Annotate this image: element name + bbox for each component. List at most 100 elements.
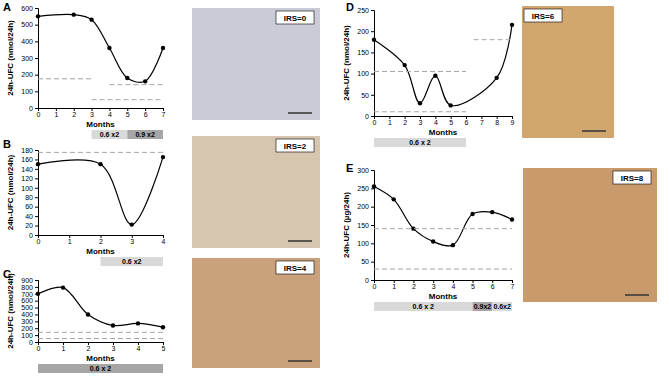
data-point <box>418 101 422 105</box>
y-tick-mark <box>35 169 38 170</box>
x-tick: 5 <box>162 342 166 352</box>
y-tick-mark <box>371 31 374 32</box>
x-tick-label: 6 <box>465 119 469 126</box>
data-point <box>143 79 147 83</box>
y-axis: 020406080100120140160180 <box>21 147 38 239</box>
x-tick-label: 3 <box>130 238 134 245</box>
y-tick: 20 <box>25 222 38 229</box>
x-tick: 5 <box>471 280 475 290</box>
y-tick-label: 600 <box>21 5 33 12</box>
y-tick: 300 <box>21 318 38 325</box>
y-axis-title: 24h-UFC (µg/24h) <box>342 192 351 258</box>
y-tick-mark <box>35 226 38 227</box>
y-tick-label: 180 <box>21 147 33 154</box>
x-tick: 7 <box>480 116 484 126</box>
series-line <box>374 25 512 106</box>
data-point <box>510 217 514 221</box>
x-tick-label: 1 <box>62 345 66 352</box>
y-tick-mark <box>35 342 38 343</box>
y-tick: 700 <box>21 291 38 298</box>
y-tick-mark <box>35 335 38 336</box>
reference-line <box>92 99 163 100</box>
y-tick: 100 <box>357 240 374 247</box>
scale-bar <box>625 294 649 296</box>
x-tick: 6 <box>465 116 469 126</box>
x-tick-label: 1 <box>68 238 72 245</box>
histology-image <box>523 168 657 302</box>
series-line <box>374 187 512 247</box>
y-tick-label: 700 <box>21 291 33 298</box>
x-tick: 3 <box>432 280 436 290</box>
y-tick-label: 20 <box>25 222 33 229</box>
data-point <box>451 243 455 247</box>
x-tick-label: 5 <box>449 119 453 126</box>
data-point <box>61 285 65 289</box>
y-tick-mark <box>35 197 38 198</box>
y-tick-mark <box>35 321 38 322</box>
y-axis: 0100200300400500600700800900 <box>21 277 38 346</box>
y-tick-label: 500 <box>21 304 33 311</box>
y-tick-label: 100 <box>357 240 369 247</box>
treatment-label: 0.6 x2 <box>100 131 120 138</box>
data-point <box>490 210 494 214</box>
y-tick-mark <box>35 178 38 179</box>
data-point <box>161 46 165 50</box>
annotation: IRS=6 <box>532 12 555 21</box>
panel: B0204060801001201401601800123424h-UFC (n… <box>3 136 320 266</box>
x-tick-label: 0 <box>373 283 377 290</box>
x-tick: 0 <box>37 342 41 352</box>
y-axis-title: 24h-UFC (nmol/24h) <box>6 154 15 230</box>
treatment-label: 0.6x2 <box>493 303 511 310</box>
data-point <box>130 222 134 226</box>
y-tick: 150 <box>357 49 374 56</box>
x-tick-label: 4 <box>434 119 438 126</box>
y-tick-label: 300 <box>357 167 369 174</box>
x-tick: 4 <box>451 280 455 290</box>
x-tick: 5 <box>126 108 130 118</box>
data-point <box>89 17 93 21</box>
x-tick-label: 5 <box>162 345 166 352</box>
x-axis-title: Months <box>86 120 115 129</box>
x-tick: 4 <box>434 116 438 126</box>
annotation: IRS=2 <box>284 142 307 151</box>
y-tick: 500 <box>21 304 38 311</box>
x-tick-label: 3 <box>90 111 94 118</box>
data-point <box>510 23 514 27</box>
reference-line <box>38 332 163 333</box>
annotation-box <box>276 139 314 152</box>
y-tick-mark <box>35 287 38 288</box>
y-tick-mark <box>35 314 38 315</box>
plot-area <box>36 152 165 226</box>
x-tick-label: 0 <box>37 111 41 118</box>
reference-line <box>374 111 466 112</box>
y-tick: 200 <box>357 28 374 35</box>
y-tick: 600 <box>21 297 38 304</box>
x-tick: 3 <box>90 108 94 118</box>
scale-bar <box>288 240 312 242</box>
x-tick-label: 5 <box>126 111 130 118</box>
treatment-bar <box>492 302 512 311</box>
treatment-bar <box>92 130 128 139</box>
x-tick: 2 <box>403 116 407 126</box>
plot-area <box>36 285 165 338</box>
x-axis: 012345 <box>37 342 166 352</box>
x-tick: 3 <box>130 235 134 245</box>
data-point <box>372 184 376 188</box>
x-tick: 6 <box>144 108 148 118</box>
y-tick-mark <box>35 216 38 217</box>
y-tick-mark <box>371 243 374 244</box>
x-tick-label: 6 <box>491 283 495 290</box>
y-tick-label: 250 <box>357 7 369 14</box>
x-tick: 5 <box>449 116 453 126</box>
y-axis: 0100200300400500600 <box>21 5 38 112</box>
y-tick-mark <box>35 301 38 302</box>
treatment-label: 0.9 x2 <box>135 131 155 138</box>
y-tick-label: 0 <box>365 113 369 120</box>
y-tick-label: 200 <box>357 28 369 35</box>
reference-line <box>474 39 512 40</box>
y-tick-label: 50 <box>361 258 369 265</box>
series-line <box>38 287 163 327</box>
y-tick-label: 40 <box>25 213 33 220</box>
reference-line <box>374 228 512 229</box>
panel: C010020030040050060070080090001234524h-U… <box>3 258 320 373</box>
